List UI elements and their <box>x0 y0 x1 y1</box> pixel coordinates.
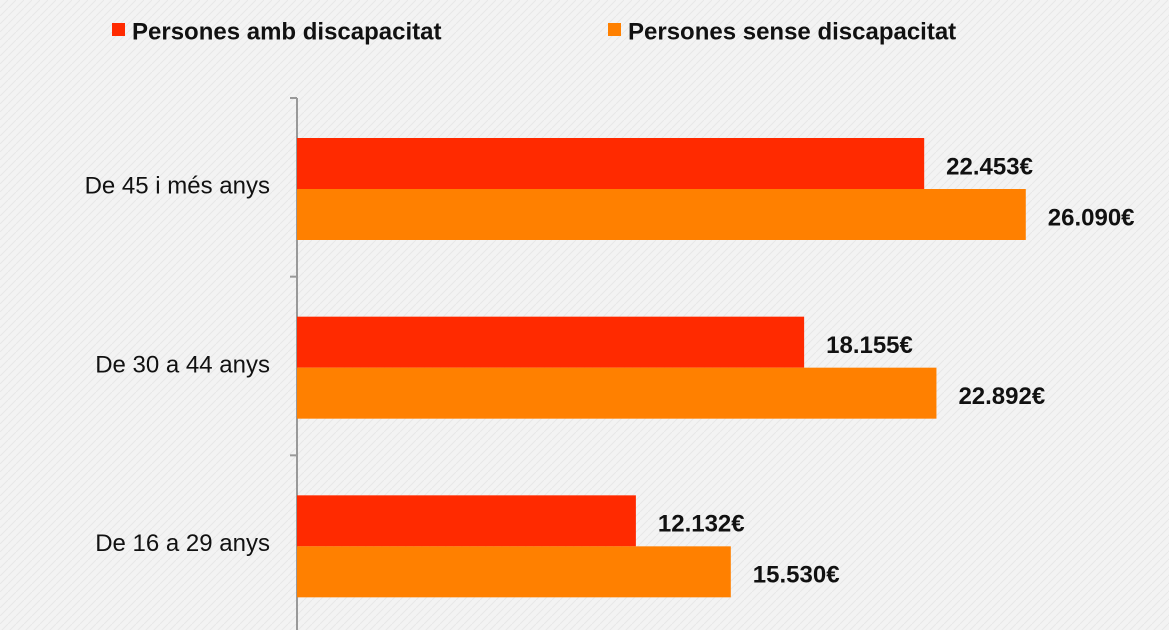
value-label: 18.155€ <box>826 332 913 359</box>
legend-label: Persones amb discapacitat <box>132 18 441 45</box>
category-label: De 30 a 44 anys <box>95 351 270 378</box>
legend-swatch <box>608 23 621 36</box>
value-label: 22.892€ <box>958 383 1045 410</box>
value-label: 22.453€ <box>946 153 1033 180</box>
bar <box>297 546 731 598</box>
category-label: De 16 a 29 anys <box>95 530 270 557</box>
legend-swatch <box>112 23 125 36</box>
bar <box>297 495 636 547</box>
value-label: 26.090€ <box>1048 204 1135 231</box>
bar <box>297 316 805 368</box>
bar <box>297 189 1026 240</box>
category-label: De 45 i més anys <box>85 173 270 200</box>
bar <box>297 367 937 419</box>
bar <box>297 138 925 189</box>
value-label: 12.132€ <box>658 511 745 538</box>
legend-label: Persones sense discapacitat <box>628 18 956 45</box>
value-label: 15.530€ <box>753 562 840 589</box>
